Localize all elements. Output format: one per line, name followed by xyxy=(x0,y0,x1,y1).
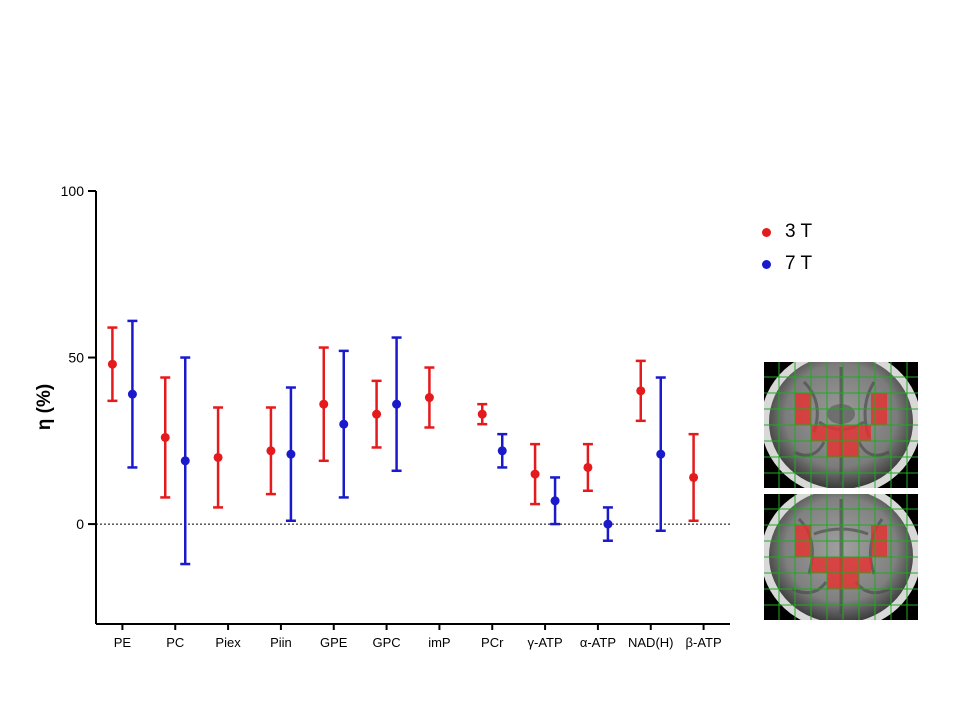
data-point-group-3t xyxy=(371,379,382,449)
x-tick-label: β-ATP xyxy=(686,635,722,650)
y-axis-label: η (%) xyxy=(34,384,55,430)
data-point-3t xyxy=(477,409,487,419)
data-point-7t xyxy=(286,449,296,459)
data-point-group-3t xyxy=(265,406,276,496)
data-point-group-3t xyxy=(582,442,593,493)
data-point-group-3t xyxy=(424,366,435,429)
data-point-group-3t xyxy=(635,359,646,423)
x-tick-label: γ-ATP xyxy=(528,635,563,650)
data-point-group-7t xyxy=(391,336,402,473)
data-point-group-7t xyxy=(180,356,191,566)
data-point-3t xyxy=(424,393,434,403)
data-point-group-3t xyxy=(688,432,699,522)
error-bar-chart: 0 50 100 PE PC Piex Piin GPE GPC imP PCr γ-ATP α-ATP… xyxy=(34,183,730,650)
data-point-group-7t xyxy=(338,349,349,499)
data-point-3t xyxy=(636,386,646,396)
x-tick-label: GPC xyxy=(372,635,400,650)
legend-item-3t: 3 T xyxy=(762,216,882,248)
data-point-group-3t xyxy=(160,376,171,499)
y-tick-label: 0 xyxy=(76,516,84,532)
data-point-7t xyxy=(497,446,507,456)
data-point-3t xyxy=(266,446,276,456)
data-point-3t xyxy=(530,469,540,479)
data-point-7t xyxy=(392,399,402,409)
x-tick-label: Piex xyxy=(215,635,241,650)
mri-voxel-map-bottom xyxy=(764,494,918,620)
data-point-7t xyxy=(603,519,613,529)
data-point-group-3t xyxy=(530,442,541,506)
data-point-group-3t xyxy=(318,346,329,463)
x-tick-label: PCr xyxy=(481,635,504,650)
x-tick-label: Piin xyxy=(270,635,292,650)
mri-voxel-map-top xyxy=(764,362,918,488)
data-point-group-7t xyxy=(497,432,508,469)
data-point-3t xyxy=(583,462,593,472)
data-point-group-3t xyxy=(477,402,488,426)
x-tick-label: α-ATP xyxy=(580,635,616,650)
data-point-3t xyxy=(372,409,382,419)
x-tick-label: GPE xyxy=(320,635,348,650)
legend-item-7t: 7 T xyxy=(762,248,882,280)
data-point-7t xyxy=(180,456,190,466)
y-tick-label: 50 xyxy=(68,350,84,366)
data-point-7t xyxy=(127,389,137,399)
data-point-group-3t xyxy=(213,406,224,509)
legend: 3 T 7 T xyxy=(762,216,882,280)
axes: 0 50 100 PE PC Piex Piin GPE GPC imP PCr γ-ATP α-ATP… xyxy=(61,183,730,650)
data-point-7t xyxy=(339,419,349,429)
data-point-group-7t xyxy=(550,476,561,526)
data-point-3t xyxy=(213,452,223,462)
data-point-3t xyxy=(689,472,699,482)
data-point-group-7t xyxy=(127,319,138,469)
data-point-group-7t xyxy=(655,376,666,532)
legend-label-7t: 7 T xyxy=(785,253,813,274)
data-point-3t xyxy=(107,359,117,369)
data-point-3t xyxy=(160,432,170,442)
x-tick-label: imP xyxy=(428,635,450,650)
data-point-group-7t xyxy=(602,506,613,542)
data-marks xyxy=(107,319,699,566)
data-point-3t xyxy=(319,399,329,409)
legend-marker-7t xyxy=(762,259,771,269)
data-point-7t xyxy=(550,496,560,506)
x-tick-label: PE xyxy=(114,635,132,650)
data-point-group-7t xyxy=(285,386,296,522)
x-tick-label: PC xyxy=(166,635,184,650)
legend-label-3t: 3 T xyxy=(785,221,813,242)
data-point-7t xyxy=(656,449,666,459)
x-tick-label: NAD(H) xyxy=(628,635,674,650)
data-point-group-3t xyxy=(107,326,118,403)
legend-marker-3t xyxy=(762,227,771,237)
y-tick-label: 100 xyxy=(61,183,85,199)
